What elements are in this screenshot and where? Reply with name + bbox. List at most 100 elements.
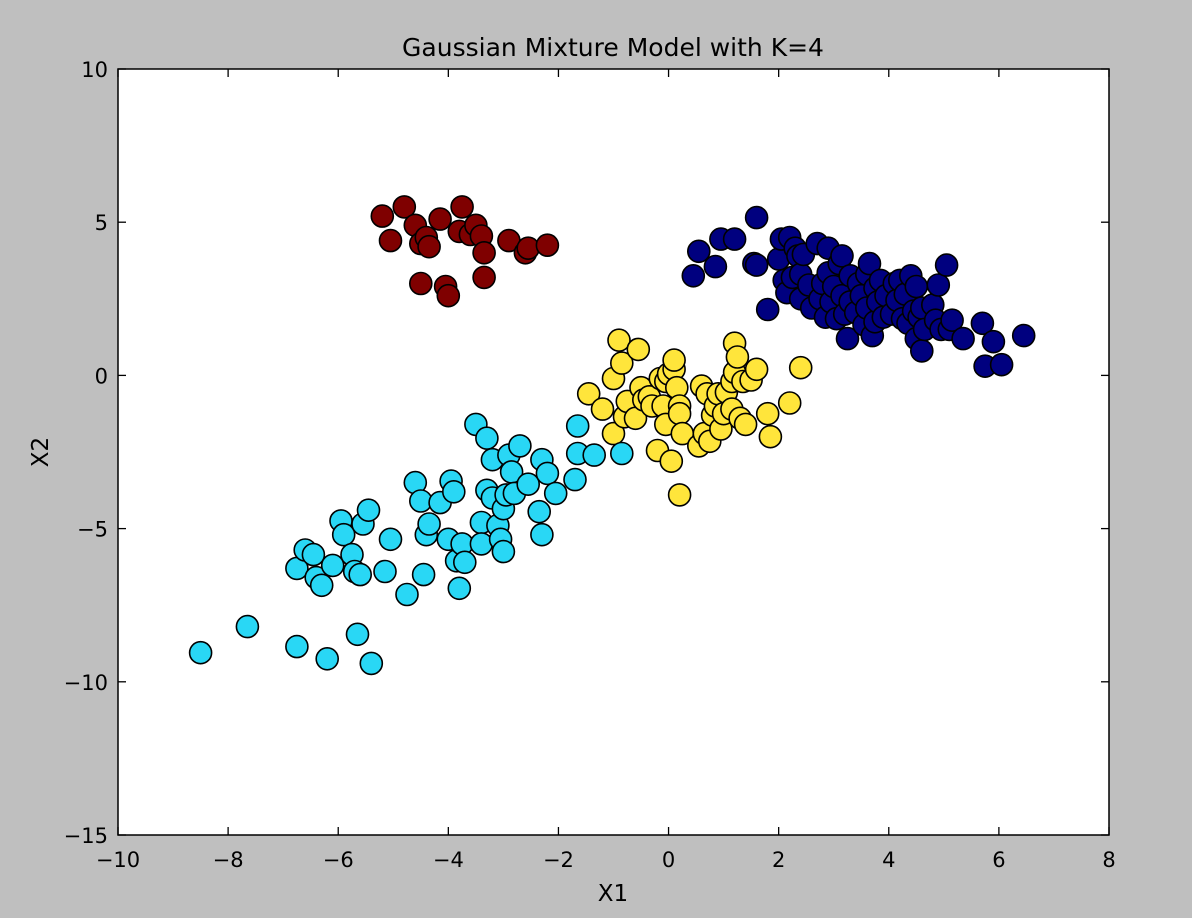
data-point xyxy=(607,328,631,353)
y-axis-label: X2 xyxy=(28,437,54,467)
data-point xyxy=(703,254,728,279)
data-point xyxy=(345,622,370,647)
data-point xyxy=(926,273,951,297)
data-point xyxy=(835,326,860,351)
x-tick-label: 8 xyxy=(1102,848,1115,872)
data-point xyxy=(411,562,436,587)
data-point xyxy=(788,355,813,380)
data-point xyxy=(601,421,626,446)
x-tick-label: 6 xyxy=(992,848,1005,872)
chart-title: Gaussian Mixture Model with K=4 xyxy=(402,33,824,62)
y-tick-label: −5 xyxy=(77,518,108,542)
data-point xyxy=(951,326,975,351)
data-point xyxy=(373,559,397,584)
data-point xyxy=(758,424,783,449)
data-point xyxy=(934,253,959,277)
data-point xyxy=(472,241,496,265)
data-point xyxy=(475,426,499,451)
data-point xyxy=(744,357,769,382)
data-point xyxy=(989,352,1014,377)
data-point xyxy=(516,472,541,497)
data-point xyxy=(469,532,494,556)
data-point xyxy=(576,381,601,406)
data-point xyxy=(626,337,651,362)
y-tick-label: −10 xyxy=(64,671,108,695)
y-tick-label: 10 xyxy=(81,58,108,82)
data-point xyxy=(590,397,615,421)
data-point xyxy=(686,239,711,264)
data-point xyxy=(508,434,532,458)
data-point xyxy=(378,228,403,253)
data-point xyxy=(450,195,474,219)
data-point xyxy=(1011,323,1036,348)
data-point xyxy=(744,253,769,277)
data-point xyxy=(755,297,780,322)
data-point xyxy=(830,244,854,268)
y-tick-label: −15 xyxy=(64,824,108,848)
data-point xyxy=(543,481,568,506)
data-point xyxy=(516,236,541,260)
plot-frame xyxy=(117,68,1110,836)
x-tick-label: −2 xyxy=(543,848,574,872)
data-point xyxy=(378,527,403,552)
data-point xyxy=(408,271,433,296)
data-point xyxy=(733,412,758,437)
data-point xyxy=(301,542,326,567)
data-point xyxy=(370,204,395,228)
data-point xyxy=(527,499,552,524)
scatter-points xyxy=(188,195,1036,676)
data-point xyxy=(441,479,466,504)
y-tick-label: 0 xyxy=(95,364,108,388)
data-point xyxy=(436,283,461,308)
data-point xyxy=(320,553,345,578)
data-point xyxy=(909,339,934,363)
data-point xyxy=(235,614,260,639)
data-point xyxy=(744,205,769,230)
x-tick-label: 0 xyxy=(662,848,675,872)
data-point xyxy=(331,522,356,547)
data-point xyxy=(970,311,995,336)
x-tick-label: 4 xyxy=(882,848,895,872)
data-point xyxy=(428,207,452,231)
y-tick-label: 5 xyxy=(95,211,108,235)
data-point xyxy=(659,449,684,474)
data-point xyxy=(356,498,381,523)
data-point xyxy=(662,348,686,372)
data-point xyxy=(530,522,554,547)
data-point xyxy=(392,195,417,219)
data-point xyxy=(681,263,706,288)
data-point xyxy=(359,651,384,676)
data-point xyxy=(755,401,780,426)
data-point xyxy=(309,573,334,598)
data-point xyxy=(315,646,340,671)
data-point xyxy=(565,414,590,438)
data-point xyxy=(725,345,750,369)
data-point xyxy=(285,634,309,659)
data-point xyxy=(609,351,634,375)
x-tick-label: 2 xyxy=(772,848,785,872)
data-point xyxy=(348,562,373,587)
data-point xyxy=(417,512,441,536)
data-point xyxy=(491,539,516,564)
data-point xyxy=(667,483,692,507)
data-point xyxy=(535,233,560,257)
data-point xyxy=(452,550,477,575)
data-point xyxy=(472,265,496,290)
x-axis-label: X1 xyxy=(598,881,628,907)
data-point xyxy=(447,576,472,601)
data-point xyxy=(777,391,802,415)
data-point xyxy=(981,329,1006,354)
data-point xyxy=(904,274,929,299)
data-point xyxy=(395,582,419,607)
data-point xyxy=(417,234,441,259)
data-point xyxy=(582,443,607,467)
data-point xyxy=(535,461,560,486)
data-point xyxy=(857,251,882,276)
data-point xyxy=(722,227,747,251)
data-point xyxy=(563,467,587,492)
x-tick-label: −10 xyxy=(96,848,140,872)
x-tick-label: −8 xyxy=(213,848,244,872)
data-point xyxy=(609,441,634,466)
